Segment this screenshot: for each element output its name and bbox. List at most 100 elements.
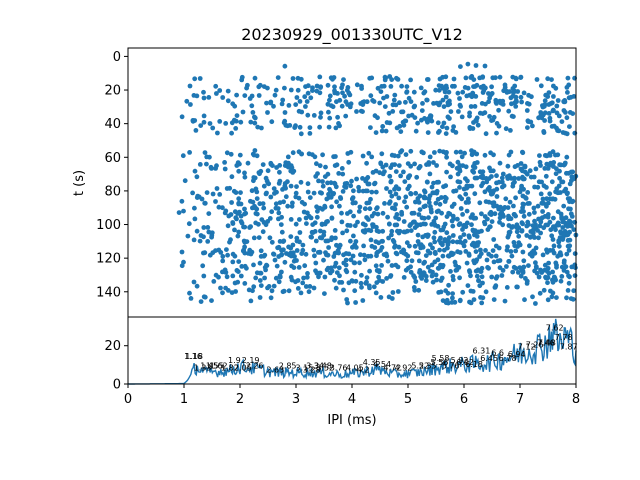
scatter-point bbox=[514, 225, 519, 230]
scatter-point bbox=[342, 93, 347, 99]
scatter-point bbox=[550, 149, 556, 155]
scatter-point bbox=[298, 179, 304, 185]
scatter-point bbox=[506, 152, 512, 158]
scatter-point bbox=[323, 238, 329, 244]
scatter-point bbox=[262, 252, 268, 258]
scatter-point bbox=[225, 223, 231, 229]
scatter-point bbox=[383, 128, 389, 134]
scatter-point bbox=[550, 196, 556, 202]
bottom-x-tick-label: 8 bbox=[572, 392, 580, 407]
scatter-point bbox=[314, 214, 320, 220]
scatter-point bbox=[545, 297, 551, 303]
scatter-point bbox=[238, 273, 244, 279]
scatter-point bbox=[205, 239, 211, 244]
scatter-point bbox=[510, 224, 516, 229]
scatter-point bbox=[460, 212, 465, 217]
scatter-point bbox=[471, 77, 477, 82]
scatter-point bbox=[364, 279, 369, 285]
scatter-point bbox=[534, 77, 540, 82]
scatter-point bbox=[405, 186, 411, 192]
scatter-point bbox=[504, 264, 509, 269]
scatter-point bbox=[208, 164, 214, 170]
scatter-point bbox=[370, 98, 375, 103]
scatter-point bbox=[232, 227, 237, 233]
scatter-point bbox=[187, 290, 192, 296]
peak-label: 6.18 bbox=[465, 360, 483, 369]
scatter-point bbox=[187, 150, 193, 155]
scatter-point bbox=[436, 290, 442, 295]
scatter-point bbox=[474, 234, 480, 239]
scatter-point bbox=[504, 89, 510, 94]
scatter-point bbox=[361, 252, 367, 258]
scatter-point bbox=[332, 84, 337, 90]
scatter-point bbox=[532, 235, 537, 240]
scatter-point bbox=[557, 162, 562, 168]
scatter-point bbox=[299, 109, 305, 115]
scatter-point bbox=[257, 260, 263, 266]
scatter-point bbox=[477, 169, 483, 175]
scatter-point bbox=[179, 198, 185, 204]
scatter-point bbox=[356, 209, 362, 214]
scatter-point bbox=[518, 75, 524, 80]
scatter-point bbox=[430, 279, 436, 285]
scatter-point bbox=[402, 179, 408, 185]
scatter-point bbox=[301, 209, 307, 215]
scatter-point bbox=[348, 101, 354, 107]
scatter-point bbox=[374, 280, 380, 285]
scatter-point bbox=[395, 228, 400, 234]
scatter-point bbox=[313, 238, 319, 244]
scatter-point bbox=[540, 252, 546, 258]
scatter-point bbox=[435, 120, 441, 126]
scatter-point bbox=[364, 160, 369, 166]
scatter-point bbox=[416, 258, 422, 264]
scatter-point bbox=[309, 152, 315, 158]
scatter-point bbox=[272, 92, 278, 98]
scatter-point bbox=[508, 249, 514, 254]
scatter-point bbox=[528, 234, 534, 240]
scatter-point bbox=[222, 267, 228, 273]
peak-label: 4.35 bbox=[363, 358, 381, 367]
scatter-point bbox=[546, 90, 552, 95]
peak-label: 5.76 bbox=[442, 362, 460, 371]
scatter-point bbox=[288, 234, 294, 240]
scatter-point bbox=[424, 179, 430, 185]
scatter-point bbox=[446, 282, 451, 288]
scatter-point bbox=[236, 201, 242, 207]
scatter-point bbox=[537, 153, 542, 159]
scatter-point bbox=[205, 225, 211, 230]
scatter-point bbox=[352, 223, 358, 229]
scatter-point bbox=[554, 295, 559, 300]
scatter-point bbox=[474, 118, 479, 124]
scatter-point bbox=[305, 90, 311, 96]
scatter-point bbox=[416, 165, 422, 171]
scatter-point bbox=[381, 83, 387, 89]
scatter-point bbox=[385, 258, 391, 264]
scatter-point bbox=[300, 242, 306, 248]
scatter-point bbox=[492, 211, 498, 217]
scatter-point bbox=[415, 232, 421, 238]
scatter-point bbox=[241, 224, 246, 230]
scatter-point bbox=[252, 114, 257, 120]
scatter-point bbox=[399, 83, 404, 89]
scatter-point bbox=[333, 184, 339, 190]
scatter-point bbox=[245, 160, 251, 166]
scatter-point bbox=[297, 124, 303, 130]
scatter-point bbox=[320, 183, 326, 189]
scatter-point bbox=[307, 195, 313, 201]
scatter-point bbox=[362, 229, 368, 235]
scatter-point bbox=[304, 99, 310, 104]
scatter-point bbox=[551, 94, 556, 99]
scatter-point bbox=[464, 260, 470, 266]
bottom-x-axis-label: IPI (ms) bbox=[327, 413, 376, 428]
scatter-point bbox=[261, 205, 267, 211]
scatter-point bbox=[521, 90, 527, 96]
scatter-point bbox=[496, 123, 502, 129]
scatter-point bbox=[230, 220, 236, 225]
scatter-point bbox=[294, 248, 300, 253]
scatter-point bbox=[434, 209, 440, 215]
scatter-point bbox=[322, 274, 328, 280]
scatter-point bbox=[571, 288, 577, 294]
scatter-point bbox=[566, 280, 572, 286]
scatter-point bbox=[443, 94, 449, 100]
peak-label: 6.78 bbox=[499, 354, 517, 363]
